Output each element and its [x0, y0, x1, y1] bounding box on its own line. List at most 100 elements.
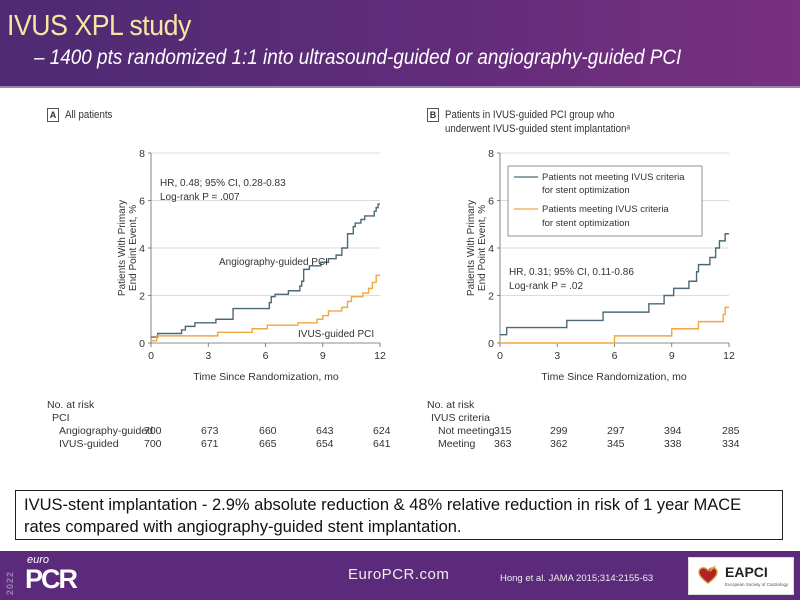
at-risk-table-b: No. at risk IVUS criteria Not meeting 31…	[427, 399, 767, 451]
at-risk-a-cell: 665	[259, 438, 277, 450]
conclusion-callout: IVUS-stent implantation - 2.9% absolute …	[15, 490, 783, 540]
chart-b-legend-label-meeting-2: for stent optimization	[542, 218, 630, 229]
at-risk-a-row: Angiography-guided 700 673 660 643 624	[47, 425, 397, 438]
at-risk-a-cell: 624	[373, 425, 391, 437]
chart-b-ytick-label: 4	[488, 243, 494, 255]
at-risk-table-a: No. at risk PCI Angiography-guided 700 6…	[47, 399, 397, 451]
at-risk-b-cell: 345	[607, 438, 625, 450]
footer: 2022 euro PCR EuroPCR.com Hong et al. JA…	[0, 551, 800, 600]
chart-a-ytick-label: 6	[139, 196, 145, 208]
at-risk-b-row-label: Not meeting	[438, 425, 495, 437]
at-risk-b-cell: 363	[494, 438, 512, 450]
at-risk-a-row: IVUS-guided 700 671 665 654 641	[47, 438, 397, 451]
at-risk-b-cell: 297	[607, 425, 625, 437]
heart-icon	[698, 565, 718, 585]
chart-b-ylabel-line2: End Point Event, %	[477, 205, 488, 291]
europcr-logo-euro: euro	[27, 554, 50, 566]
chart-a-axes: 0 2 4 6 8 0 3 6 9 12	[139, 148, 386, 362]
chart-a-xtick-label: 12	[374, 350, 386, 362]
chart-b-legend-box	[507, 165, 703, 237]
footer-site-link[interactable]: EuroPCR.com	[348, 566, 450, 583]
chart-a-ytick-label: 4	[139, 243, 145, 255]
chart-b-ytick-label: 0	[488, 338, 494, 350]
chart-b-ytick-label: 2	[488, 291, 494, 303]
chart-b-series	[500, 233, 729, 344]
at-risk-b-group: IVUS criteria	[431, 412, 490, 424]
chart-b-xtick-label: 3	[554, 350, 560, 362]
at-risk-b-row: Not meeting 315 299 297 394 285	[427, 425, 767, 438]
at-risk-b-cell: 315	[494, 425, 512, 437]
panel-b-title-line2: underwent IVUS-guided stent implantation…	[445, 123, 630, 135]
at-risk-a-cell: 671	[201, 438, 219, 450]
chart-b-ylabel-line1: Patients With Primary	[466, 200, 477, 296]
at-risk-a-cell: 641	[373, 438, 391, 450]
panel-b-header: B Patients in IVUS-guided PCI group who un…	[427, 108, 655, 136]
chart-a-annotation-p: Log-rank P = .007	[160, 192, 240, 203]
chart-b-xtick-label: 0	[497, 350, 503, 362]
chart-b-legend-label-meeting-1: Patients meeting IVUS criteria	[542, 204, 669, 215]
chart-b-legend-label-not-meeting-1: Patients not meeting IVUS criteria	[542, 172, 685, 183]
chart-a-xtick-label: 3	[205, 350, 211, 362]
chart-a-series-label-ivus: IVUS-guided PCI	[298, 329, 374, 340]
chart-b-ytick-label: 8	[488, 148, 494, 160]
footer-year: 2022	[5, 570, 15, 595]
at-risk-a-cell: 673	[201, 425, 219, 437]
at-risk-b-cell: 362	[550, 438, 568, 450]
at-risk-a-row-label: Angiography-guided	[59, 425, 153, 437]
chart-a-ytick-label: 2	[139, 291, 145, 303]
eapci-logo-text: EAPCI	[725, 564, 768, 580]
panel-a-header: A All patients	[47, 108, 119, 122]
chart-b-series-light	[500, 306, 729, 344]
chart-a-xtick-label: 0	[148, 350, 154, 362]
chart-a-ytick-label: 8	[139, 148, 145, 160]
chart-b-annotation-hr: HR, 0.31; 95% CI, 0.11-0.86	[509, 267, 634, 278]
chart-b-xlabel: Time Since Randomization, mo	[541, 371, 687, 383]
chart-b-xtick-label: 12	[723, 350, 735, 362]
chart-a-series-label-angio: Angiography-guided PCI	[219, 257, 328, 268]
chart-b-legend-label-not-meeting-2: for stent optimization	[542, 185, 630, 196]
at-risk-b-cell: 394	[664, 425, 682, 437]
chart-a-series-light	[151, 274, 380, 342]
chart-b-ytick-label: 6	[488, 196, 494, 208]
at-risk-b-row-label: Meeting	[438, 438, 476, 450]
eapci-logo: EAPCI European Society of Cardiology	[688, 557, 794, 595]
panel-b-letter: B	[427, 108, 439, 122]
chart-a-annotation-hr: HR, 0.48; 95% CI, 0.28-0.83	[160, 178, 286, 189]
at-risk-a-row-label: IVUS-guided	[59, 438, 119, 450]
panel-b-title-line1: Patients in IVUS-guided PCI group who	[445, 109, 615, 121]
at-risk-a-cell: 660	[259, 425, 277, 437]
chart-a-ytick-label: 0	[139, 338, 145, 350]
slide-title: IVUS XPL study	[7, 10, 191, 42]
chart-b-xtick-label: 6	[612, 350, 618, 362]
at-risk-a-cell: 643	[316, 425, 334, 437]
chart-a-xlabel: Time Since Randomization, mo	[193, 371, 339, 383]
panel-b-title: Patients in IVUS-guided PCI group who und…	[445, 108, 630, 136]
chart-a-xtick-label: 6	[263, 350, 269, 362]
chart-a-series	[151, 203, 380, 342]
chart-b-series-dark	[500, 233, 729, 336]
slide-subtitle: – 1400 pts randomized 1:1 into ultrasoun…	[34, 46, 682, 69]
europcr-logo-pcr: PCR	[25, 564, 78, 594]
at-risk-a-heading: No. at risk	[47, 399, 95, 411]
at-risk-a-group: PCI	[52, 412, 70, 424]
at-risk-b-cell: 299	[550, 425, 568, 437]
chart-a-ylabel-line1: Patients With Primary	[117, 200, 128, 296]
panel-a-letter: A	[47, 108, 59, 122]
at-risk-a-cell: 700	[144, 438, 162, 450]
panel-a-title: All patients	[65, 109, 113, 121]
slide-header: IVUS XPL study – 1400 pts randomized 1:1…	[0, 0, 800, 88]
at-risk-b-heading: No. at risk	[427, 399, 475, 411]
at-risk-b-cell: 338	[664, 438, 682, 450]
chart-a-xtick-label: 9	[320, 350, 326, 362]
at-risk-b-cell: 334	[722, 438, 740, 450]
at-risk-a-cell: 700	[144, 425, 162, 437]
at-risk-b-cell: 285	[722, 425, 740, 437]
chart-a-series-dark	[151, 203, 380, 338]
at-risk-b-row: Meeting 363 362 345 338 334	[427, 438, 767, 451]
chart-b-xtick-label: 9	[669, 350, 675, 362]
chart-b-annotation-p: Log-rank P = .02	[509, 281, 583, 292]
at-risk-a-cell: 654	[316, 438, 334, 450]
footer-citation: Hong et al. JAMA 2015;314:2155-63	[500, 573, 654, 584]
